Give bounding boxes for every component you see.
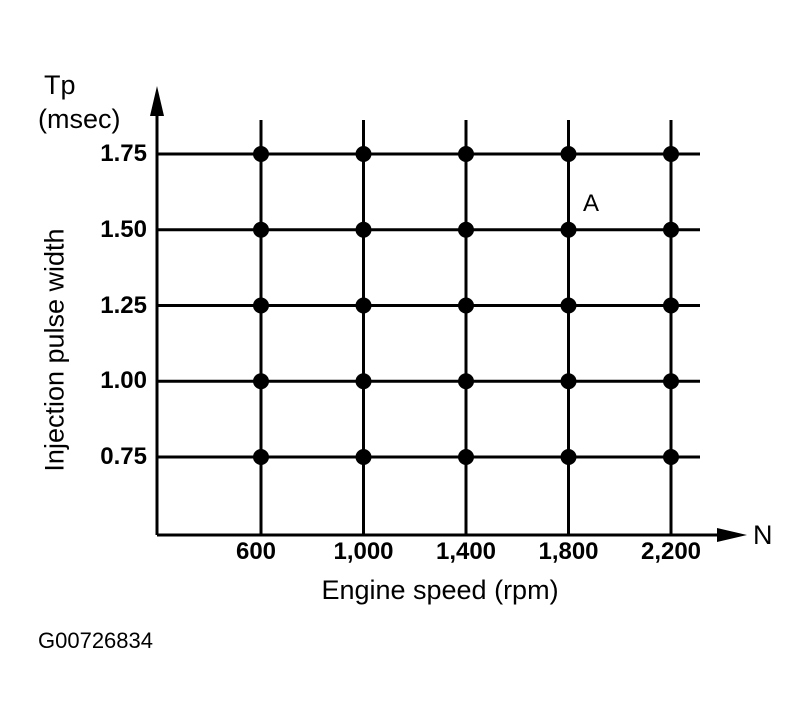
data-point [355,146,372,162]
x-axis-label: Engine speed (rpm) [321,575,559,605]
data-point [253,449,269,465]
x-tick-label: 1,400 [435,538,497,565]
data-point [560,146,577,162]
data-point [560,221,577,238]
data-point [560,297,577,314]
data-point [560,449,577,465]
data-point [560,373,577,390]
data-point [355,221,372,238]
figure-id: G00726834 [38,628,153,653]
x-axis-arrow [717,528,747,542]
y-axis-label: Injection pulse width [39,228,70,472]
data-point [253,221,269,238]
y-axis-title: Tp [44,70,76,100]
y-tick-label: 1.50 [100,215,147,243]
data-point [458,146,474,162]
y-axis-unit: (msec) [38,104,121,134]
data-point [253,297,269,314]
data-point [355,449,372,465]
x-tick-label: 600 [235,538,277,565]
data-point [355,373,372,390]
x-tick-label: 1,000 [333,538,394,565]
x-tick-label: 1,800 [538,538,599,565]
data-point [458,221,474,238]
data-point [663,297,679,314]
data-point [253,373,269,390]
y-tick-label: 1.25 [100,291,147,319]
x-tick-label: 2,200 [640,538,702,565]
data-point [663,373,679,390]
data-point [458,373,474,390]
data-point [458,297,474,314]
data-point [458,449,474,465]
x-axis-symbol: N [753,520,773,550]
y-tick-label: 1.75 [100,140,147,167]
data-point [663,221,679,238]
data-point [663,449,679,465]
annotation-a: A [583,190,600,217]
y-axis-arrow [150,86,164,116]
y-tick-label: 1.00 [100,367,147,395]
y-tick-label: 0.75 [100,443,147,470]
data-point [253,146,269,162]
data-point [663,146,679,162]
data-point [355,297,372,314]
